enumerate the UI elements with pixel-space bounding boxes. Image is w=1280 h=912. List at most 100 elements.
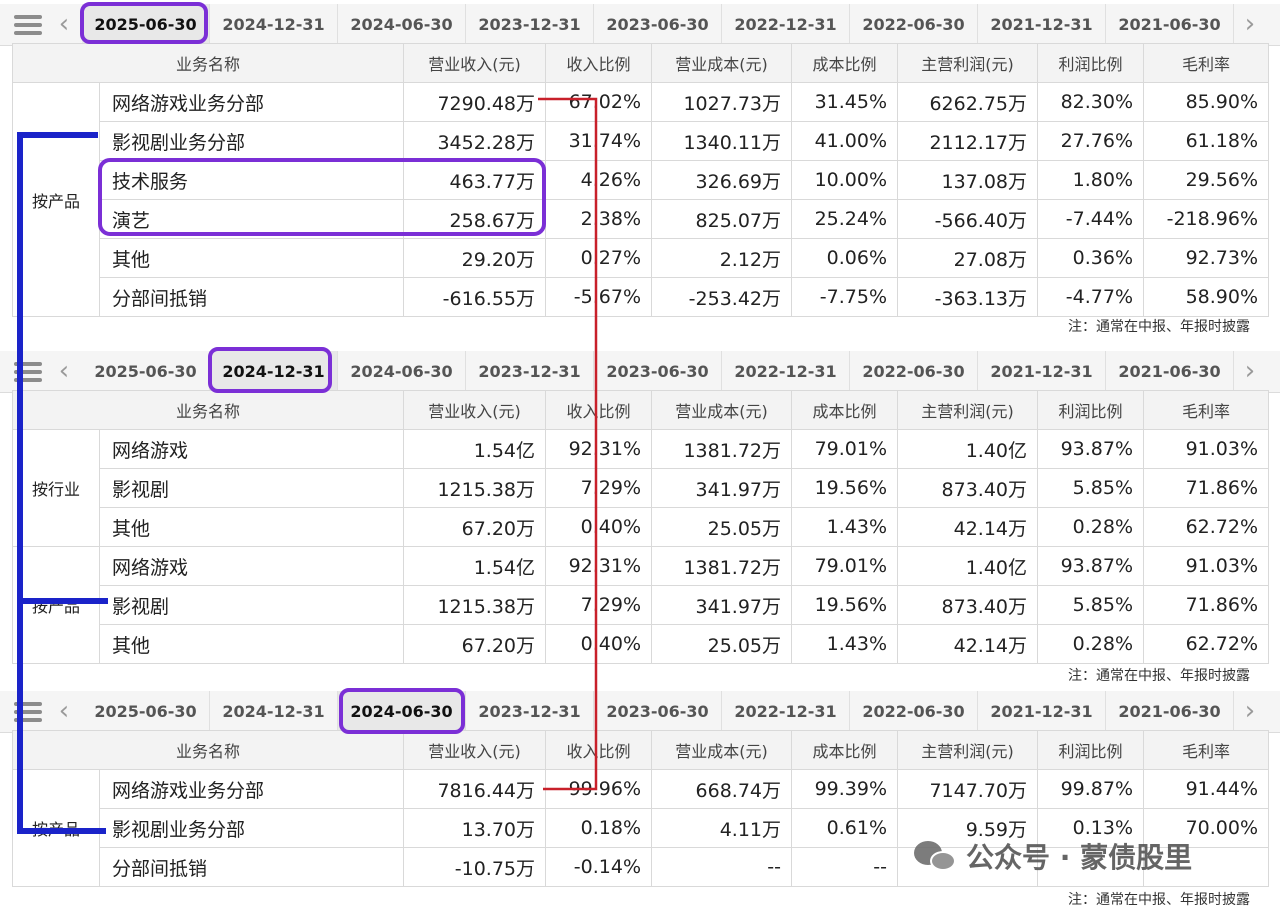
tab-2021-06-30[interactable]: 2021-06-30 bbox=[1106, 351, 1234, 393]
tab-2021-12-31[interactable]: 2021-12-31 bbox=[978, 691, 1106, 733]
menu-icon[interactable] bbox=[14, 15, 42, 35]
revenue: -10.75万 bbox=[403, 847, 547, 887]
header-cell: 营业收入(元) bbox=[403, 390, 547, 430]
profit-ratio: 0.36% bbox=[1037, 238, 1145, 278]
table-row: 按产品 网络游戏业务分部 7290.48万 67.02% 1027.73万 31… bbox=[12, 82, 1270, 317]
tab-2023-12-31[interactable]: 2023-12-31 bbox=[466, 4, 594, 46]
chevron-left-icon[interactable]: ‹ bbox=[58, 696, 70, 726]
profit: 137.08万 bbox=[897, 160, 1039, 200]
cost: 4.11万 bbox=[651, 808, 793, 848]
group-label: 按产品 bbox=[12, 82, 100, 317]
tab-2022-06-30[interactable]: 2022-06-30 bbox=[850, 691, 978, 733]
tab-2021-12-31[interactable]: 2021-12-31 bbox=[978, 4, 1106, 46]
menu-icon[interactable] bbox=[14, 702, 42, 722]
profit-ratio: 1.80% bbox=[1037, 160, 1145, 200]
tab-2024-12-31[interactable]: 2024-12-31 bbox=[210, 351, 338, 393]
cost: 1381.72万 bbox=[651, 546, 793, 586]
header-cell: 主营利润(元) bbox=[897, 390, 1039, 430]
profit: 1.40亿 bbox=[897, 546, 1039, 586]
tab-2021-06-30[interactable]: 2021-06-30 bbox=[1106, 4, 1234, 46]
revenue: 1215.38万 bbox=[403, 585, 547, 625]
profit: 27.08万 bbox=[897, 238, 1039, 278]
gross-margin: 62.72% bbox=[1143, 507, 1270, 547]
header-cell: 主营利润(元) bbox=[897, 43, 1039, 83]
profit-ratio: -7.44% bbox=[1037, 199, 1145, 239]
chevron-right-icon[interactable]: › bbox=[1244, 696, 1256, 726]
business-name: 影视剧业务分部 bbox=[98, 121, 405, 161]
gross-margin: 91.03% bbox=[1143, 546, 1270, 586]
revenue-ratio: 2.38% bbox=[545, 199, 653, 239]
revenue-ratio: 31.74% bbox=[545, 121, 653, 161]
cost-ratio: 10.00% bbox=[791, 160, 899, 200]
header-cell: 业务名称 bbox=[11, 43, 405, 83]
table-header: 业务名称 营业收入(元) 收入比例 营业成本(元) 成本比例 主营利润(元) 利… bbox=[11, 43, 1270, 83]
profit-ratio: 93.87% bbox=[1037, 429, 1145, 469]
table-row: 影视剧业务分部 13.70万 0.18% 4.11万 0.61% 9.59万 0… bbox=[13, 808, 1270, 848]
disclosure-note: 注：通常在中报、年报时披露 bbox=[1068, 668, 1250, 684]
tab-2022-12-31[interactable]: 2022-12-31 bbox=[722, 351, 850, 393]
cost-ratio: 0.61% bbox=[791, 808, 899, 848]
business-table-2025-06-30: 业务名称 营业收入(元) 收入比例 营业成本(元) 成本比例 主营利润(元) 利… bbox=[11, 43, 1270, 317]
tab-2024-12-31[interactable]: 2024-12-31 bbox=[210, 691, 338, 733]
chevron-left-icon[interactable]: ‹ bbox=[58, 356, 70, 386]
revenue: 29.20万 bbox=[403, 238, 547, 278]
profit: 1.40亿 bbox=[897, 429, 1039, 469]
header-cell: 营业成本(元) bbox=[651, 43, 793, 83]
cost: 668.74万 bbox=[651, 769, 793, 809]
revenue: 1215.38万 bbox=[403, 468, 547, 508]
profit: 42.14万 bbox=[897, 507, 1039, 547]
business-table-2024-12-31: 业务名称 营业收入(元) 收入比例 营业成本(元) 成本比例 主营利润(元) 利… bbox=[11, 390, 1270, 664]
tab-2025-06-30[interactable]: 2025-06-30 bbox=[82, 4, 210, 46]
header-cell: 毛利率 bbox=[1143, 390, 1270, 430]
profit-ratio: 27.76% bbox=[1037, 121, 1145, 161]
table-row: 分部间抵销 -616.55万 -5.67% -253.42万 -7.75% -3… bbox=[13, 277, 1270, 317]
header-cell: 营业成本(元) bbox=[651, 390, 793, 430]
table-row: 其他 67.20万 0.40% 25.05万 1.43% 42.14万 0.28… bbox=[13, 507, 1270, 547]
tab-2024-06-30[interactable]: 2024-06-30 bbox=[338, 691, 466, 733]
chevron-left-icon[interactable]: ‹ bbox=[58, 9, 70, 39]
header-cell: 收入比例 bbox=[545, 43, 653, 83]
tab-2024-12-31[interactable]: 2024-12-31 bbox=[210, 4, 338, 46]
profit-ratio: 5.85% bbox=[1037, 585, 1145, 625]
tab-2022-12-31[interactable]: 2022-12-31 bbox=[722, 4, 850, 46]
tab-2025-06-30[interactable]: 2025-06-30 bbox=[82, 691, 210, 733]
revenue-ratio: 92.31% bbox=[545, 429, 653, 469]
profit: 873.40万 bbox=[897, 468, 1039, 508]
table-row: 其他 67.20万 0.40% 25.05万 1.43% 42.14万 0.28… bbox=[13, 624, 1270, 664]
cost: -- bbox=[651, 847, 793, 887]
tab-2023-06-30[interactable]: 2023-06-30 bbox=[594, 691, 722, 733]
tab-2022-06-30[interactable]: 2022-06-30 bbox=[850, 4, 978, 46]
tab-2022-12-31[interactable]: 2022-12-31 bbox=[722, 691, 850, 733]
header-cell: 成本比例 bbox=[791, 390, 899, 430]
cost-ratio: 99.39% bbox=[791, 769, 899, 809]
tab-2023-12-31[interactable]: 2023-12-31 bbox=[466, 691, 594, 733]
tab-2024-06-30[interactable]: 2024-06-30 bbox=[338, 351, 466, 393]
profit: 9.59万 bbox=[897, 808, 1039, 848]
tab-2021-06-30[interactable]: 2021-06-30 bbox=[1106, 691, 1234, 733]
header-cell: 毛利率 bbox=[1143, 43, 1270, 83]
tab-2023-06-30[interactable]: 2023-06-30 bbox=[594, 4, 722, 46]
chevron-right-icon[interactable]: › bbox=[1244, 356, 1256, 386]
tab-2023-12-31[interactable]: 2023-12-31 bbox=[466, 351, 594, 393]
revenue: 463.77万 bbox=[403, 160, 547, 200]
cost-ratio: 41.00% bbox=[791, 121, 899, 161]
tab-2024-06-30[interactable]: 2024-06-30 bbox=[338, 4, 466, 46]
chevron-right-icon[interactable]: › bbox=[1244, 9, 1256, 39]
header-cell: 成本比例 bbox=[791, 730, 899, 770]
cost: 341.97万 bbox=[651, 468, 793, 508]
table-header: 业务名称 营业收入(元) 收入比例 营业成本(元) 成本比例 主营利润(元) 利… bbox=[11, 730, 1270, 770]
cost-ratio: 1.43% bbox=[791, 624, 899, 664]
menu-icon[interactable] bbox=[14, 362, 42, 382]
profit-ratio bbox=[1037, 847, 1145, 887]
tab-2021-12-31[interactable]: 2021-12-31 bbox=[978, 351, 1106, 393]
table-row: 技术服务 463.77万 4.26% 326.69万 10.00% 137.08… bbox=[13, 160, 1270, 200]
tab-2023-06-30[interactable]: 2023-06-30 bbox=[594, 351, 722, 393]
gross-margin: 58.90% bbox=[1143, 277, 1270, 317]
tab-2022-06-30[interactable]: 2022-06-30 bbox=[850, 351, 978, 393]
cost-ratio: 79.01% bbox=[791, 429, 899, 469]
profit-ratio: 0.13% bbox=[1037, 808, 1145, 848]
business-name: 影视剧 bbox=[98, 585, 405, 625]
watermark: 公众号 · 蒙债股里 bbox=[914, 836, 1192, 876]
tab-2025-06-30[interactable]: 2025-06-30 bbox=[82, 351, 210, 393]
revenue: 67.20万 bbox=[403, 507, 547, 547]
